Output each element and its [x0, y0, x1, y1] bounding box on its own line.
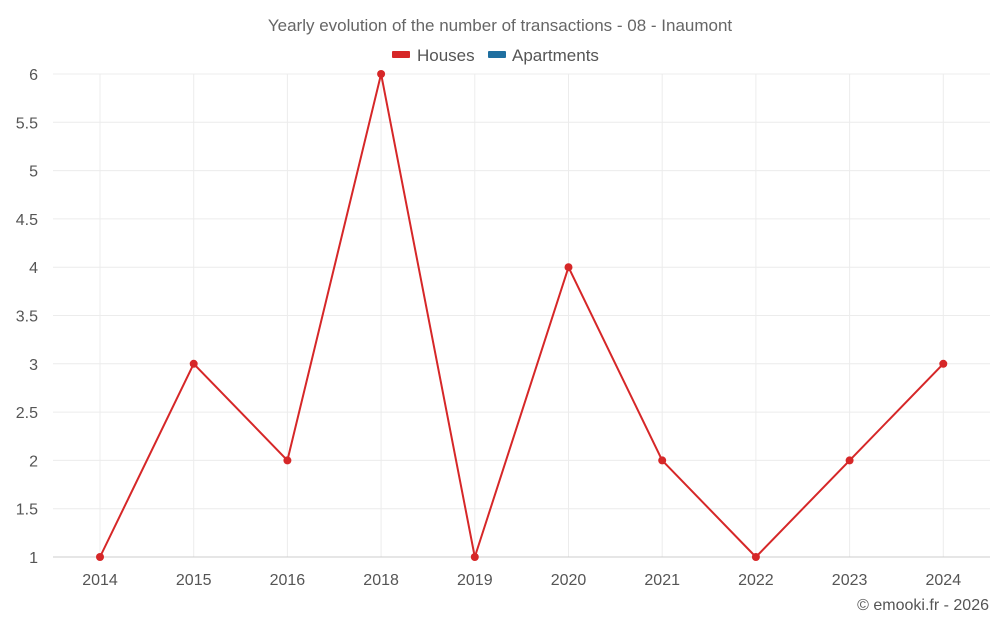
- x-tick-label: 2019: [457, 572, 493, 589]
- y-tick-label: 1.5: [16, 502, 38, 519]
- y-tick-label: 1: [29, 550, 38, 567]
- x-tick-label: 2018: [363, 572, 399, 589]
- x-tick-label: 2023: [832, 572, 868, 589]
- legend-label-apartments: Apartments: [512, 46, 599, 65]
- chart-title: Yearly evolution of the number of transa…: [268, 16, 733, 35]
- y-tick-label: 4.5: [16, 212, 38, 229]
- y-tick-label: 3: [29, 357, 38, 374]
- x-tick-label: 2020: [551, 572, 587, 589]
- grid: [53, 73, 990, 558]
- legend-swatch-houses: [392, 51, 410, 58]
- y-tick-label: 4: [29, 260, 38, 277]
- x-tick-label: 2024: [926, 572, 962, 589]
- y-tick-label: 6: [29, 67, 38, 84]
- y-tick-label: 5.5: [16, 115, 38, 132]
- data-point-2020[interactable]: [564, 263, 573, 272]
- x-tick-label: 2022: [738, 572, 774, 589]
- y-tick-label: 3.5: [16, 309, 38, 326]
- x-tick-label: 2015: [176, 572, 212, 589]
- series-line-houses: [99, 73, 945, 558]
- y-axis-ticks: 1 1.5 2 2.5 3 3.5 4 4.5 5 5.5 6: [16, 67, 38, 567]
- y-tick-label: 2: [29, 453, 38, 470]
- data-point-2023[interactable]: [845, 456, 854, 465]
- x-tick-label: 2016: [270, 572, 306, 589]
- data-point-2019[interactable]: [470, 553, 479, 561]
- data-point-2021[interactable]: [658, 456, 667, 465]
- data-point-2016[interactable]: [283, 456, 292, 465]
- y-tick-label: 5: [29, 164, 38, 181]
- legend-label-houses: Houses: [417, 46, 475, 65]
- data-point-2024[interactable]: [939, 359, 948, 368]
- x-axis-ticks: 2014 2015 2016 2018 2019 2020 2021 2022 2023 2024: [82, 572, 961, 589]
- data-point-2014[interactable]: [96, 553, 104, 561]
- series-houses: [96, 70, 948, 561]
- data-point-2018[interactable]: [377, 70, 386, 78]
- x-tick-label: 2014: [82, 572, 118, 589]
- legend-item-apartments[interactable]: Apartments: [488, 46, 599, 65]
- data-point-2015[interactable]: [189, 359, 198, 368]
- data-point-2022[interactable]: [751, 553, 760, 561]
- legend: Houses Apartments: [392, 46, 599, 65]
- legend-item-houses[interactable]: Houses: [392, 46, 475, 65]
- legend-swatch-apartments: [488, 51, 506, 58]
- y-tick-label: 2.5: [16, 405, 38, 422]
- credit-text: © emooki.fr - 2026: [857, 597, 989, 614]
- x-tick-label: 2021: [644, 572, 680, 589]
